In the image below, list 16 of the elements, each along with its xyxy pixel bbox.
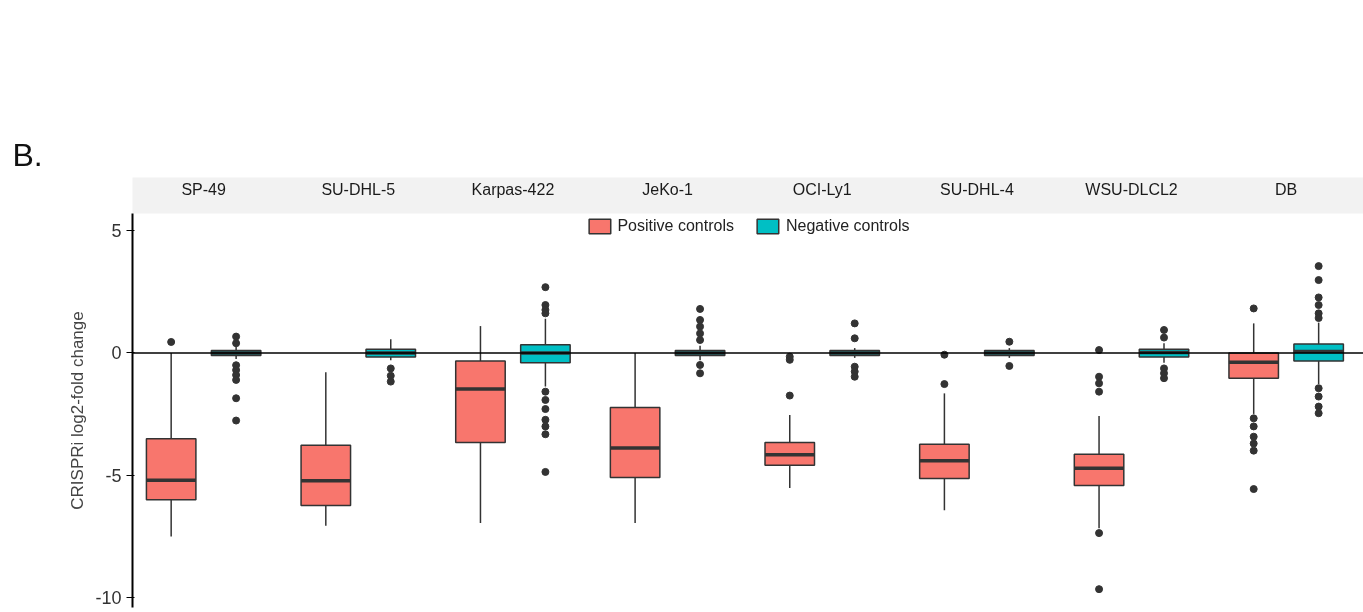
x-tick-label: JeKo-1 (642, 180, 694, 198)
x-tick-label: SU-DHL-5 (321, 180, 396, 198)
y-tick-label: 5 (111, 221, 122, 242)
y-tick-label: -5 (105, 465, 122, 486)
x-tick-label: OCI-Ly1 (792, 180, 852, 198)
y-tick-label: 0 (111, 343, 122, 364)
y-tick-label: -10 (95, 588, 122, 609)
x-tick-label: SU-DHL-4 (939, 180, 1014, 198)
x-tick-label: WSU-DLCL2 (1085, 180, 1178, 198)
x-tick-label: SP-49 (181, 180, 226, 198)
x-tick-label: Karpas-422 (471, 180, 555, 198)
text: B. (12, 136, 43, 173)
x-tick-label: DB (1275, 180, 1298, 198)
y-axis-title: CRISPRi log2-fold change (68, 311, 88, 510)
legend-label: Negative controls (785, 217, 910, 235)
legend-label: Positive controls (617, 217, 734, 235)
